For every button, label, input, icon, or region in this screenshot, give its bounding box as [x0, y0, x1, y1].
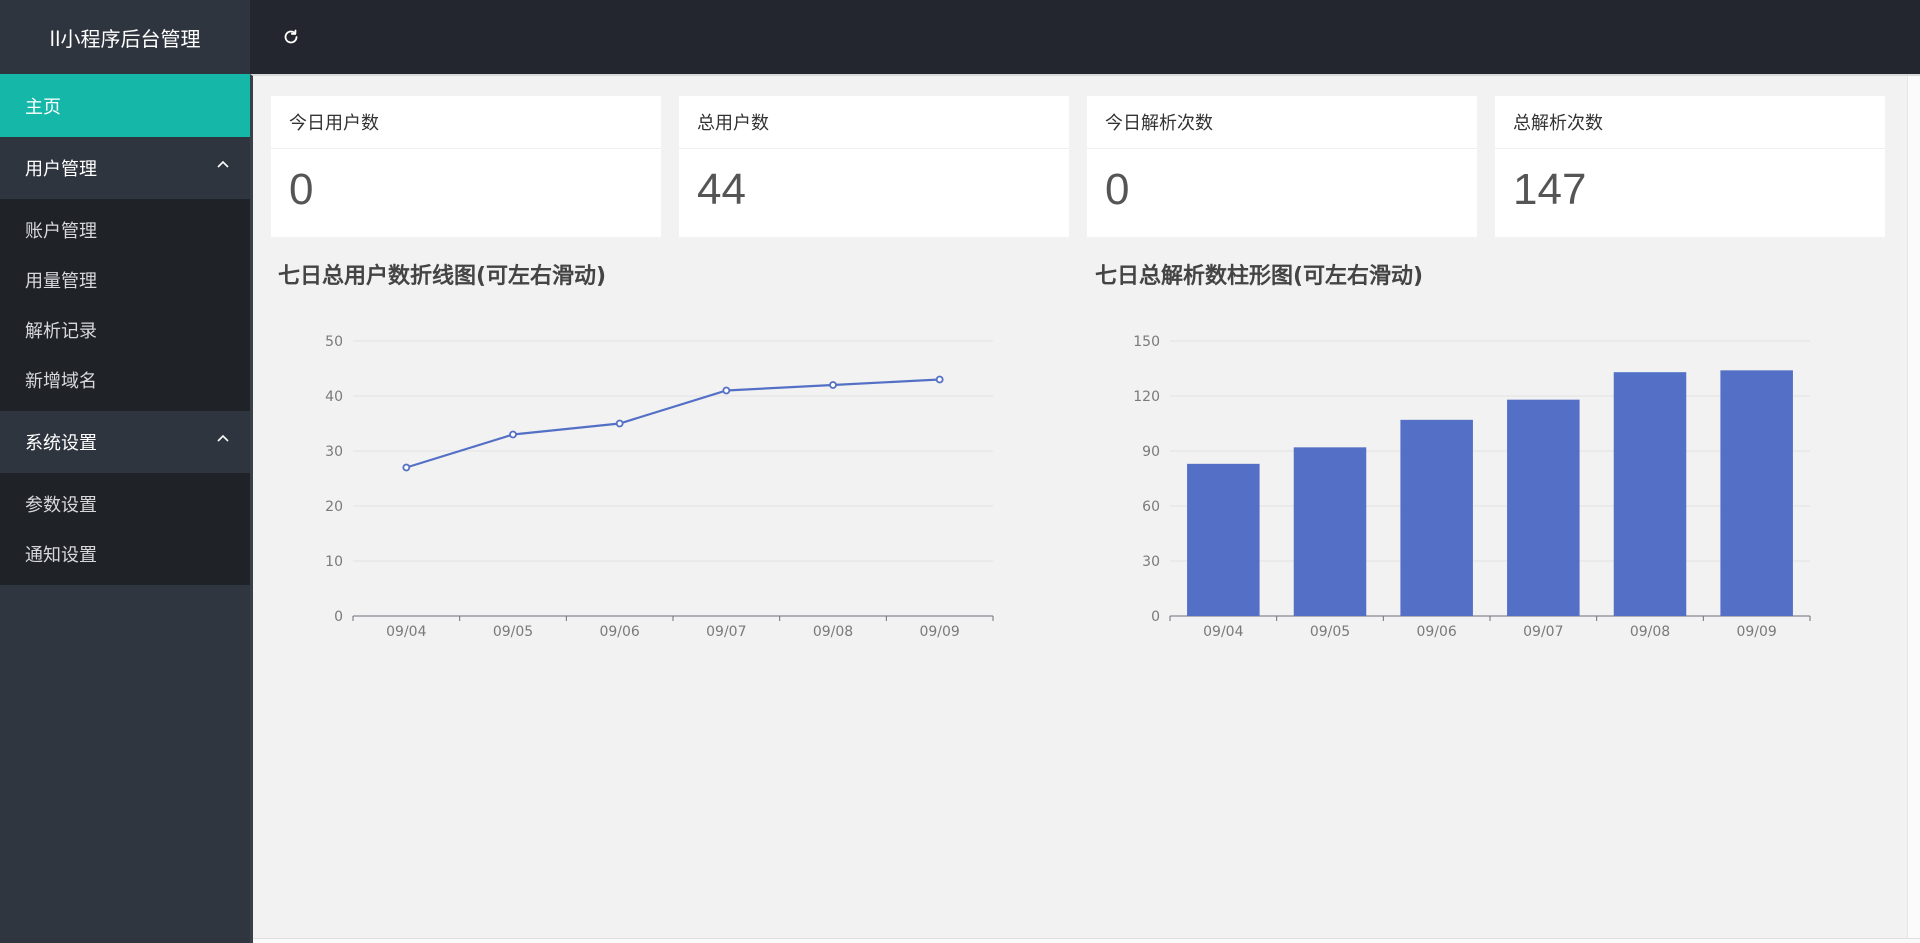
data-point	[722, 386, 731, 395]
nav-item-label: 用量管理	[25, 271, 97, 292]
nav-home-label: 主页	[25, 96, 61, 118]
bar	[1507, 399, 1580, 616]
nav-item-accounts[interactable]: 账户管理	[0, 205, 250, 255]
stat-label: 总用户数	[679, 96, 1069, 149]
stat-label: 今日解析次数	[1087, 96, 1477, 149]
y-tick-label: 10	[325, 554, 343, 570]
stat-value: 44	[697, 165, 746, 214]
data-point	[615, 419, 624, 428]
x-tick-label: 09/07	[1523, 624, 1563, 640]
stat-value: 0	[289, 165, 314, 214]
x-tick-label: 09/07	[706, 624, 746, 640]
y-tick-label: 0	[1151, 609, 1160, 625]
nav-item-parameters[interactable]: 参数设置	[0, 479, 250, 529]
stat-card-total-parses: 总解析次数 147	[1495, 96, 1885, 237]
data-point	[509, 430, 517, 439]
line-chart: 0 10 20 30 40 50 09/04 09/05 09/06 09/07 09/08 09/0…	[325, 334, 994, 640]
line-chart-title: 七日总用户数折线图(可左右滑动)	[278, 264, 607, 289]
y-tick-label: 30	[1142, 554, 1160, 570]
nav-group-system-settings[interactable]: 系统设置	[0, 411, 250, 473]
x-tick-label: 09/09	[1736, 624, 1776, 640]
bar	[1187, 463, 1260, 616]
y-tick-label: 0	[334, 609, 343, 625]
x-tick-label: 09/08	[813, 624, 853, 640]
stat-label: 总解析次数	[1495, 96, 1885, 149]
main-content: 今日用户数 0 总用户数 44 今日解析次数 0 总解析次数 147 七日总用户…	[250, 74, 1920, 943]
top-header: ll小程序后台管理	[0, 0, 1920, 74]
chevron-up-icon	[217, 160, 229, 168]
nav-group-user-management[interactable]: 用户管理	[0, 137, 250, 199]
y-tick-label: 60	[1142, 499, 1160, 515]
scrollbar[interactable]	[1907, 76, 1920, 938]
x-tick-label: 09/06	[1416, 624, 1456, 640]
data-point	[829, 381, 837, 389]
data-point	[935, 375, 944, 384]
nav-item-label: 账户管理	[25, 221, 97, 242]
x-tick-label: 09/09	[919, 624, 959, 640]
y-tick-label: 50	[325, 334, 343, 350]
y-tick-label: 120	[1133, 389, 1160, 405]
nav-group-label: 用户管理	[25, 159, 97, 180]
user-management-submenu: 账户管理 用量管理 解析记录 新增域名	[0, 199, 250, 411]
refresh-button[interactable]	[276, 22, 306, 52]
nav-item-label: 参数设置	[25, 495, 97, 516]
nav-group-label: 系统设置	[25, 433, 97, 454]
bar-chart: 0 30 60 90 120 150 09/04 09/05 09/06 09/07 09/08 09…	[1133, 334, 1811, 640]
x-tick-label: 09/05	[1310, 624, 1350, 640]
bar	[1400, 419, 1473, 616]
y-tick-label: 90	[1142, 444, 1160, 460]
nav-item-notifications[interactable]: 通知设置	[0, 529, 250, 579]
x-tick-label: 09/04	[1203, 624, 1243, 640]
stat-card-today-parses: 今日解析次数 0	[1087, 96, 1477, 237]
stat-label: 今日用户数	[271, 96, 661, 149]
system-settings-submenu: 参数设置 通知设置	[0, 473, 250, 585]
nav-item-label: 解析记录	[25, 321, 97, 342]
x-tick-label: 09/06	[599, 624, 639, 640]
brand-title: ll小程序后台管理	[0, 0, 250, 74]
nav-item-usage[interactable]: 用量管理	[0, 255, 250, 305]
stat-card-total-users: 总用户数 44	[679, 96, 1069, 237]
series-line	[406, 378, 940, 469]
stat-value: 147	[1513, 165, 1587, 214]
sidebar: 主页 用户管理 账户管理 用量管理 解析记录 新增域名 系统设置 参数设置 通知…	[0, 74, 250, 943]
nav-item-add-domain[interactable]: 新增域名	[0, 355, 250, 405]
nav-item-parse-records[interactable]: 解析记录	[0, 305, 250, 355]
stat-value: 0	[1105, 165, 1130, 214]
chevron-up-icon	[217, 434, 229, 442]
nav-item-label: 通知设置	[25, 545, 97, 566]
bar	[1720, 370, 1793, 616]
refresh-icon	[284, 29, 298, 44]
y-tick-label: 30	[325, 444, 343, 460]
bar	[1293, 447, 1367, 616]
nav-home[interactable]: 主页	[0, 74, 250, 137]
x-tick-label: 09/04	[386, 624, 426, 640]
bottom-strip	[253, 938, 1920, 943]
stat-card-today-users: 今日用户数 0	[271, 96, 661, 237]
bar	[1613, 372, 1687, 616]
y-tick-label: 40	[325, 389, 343, 405]
x-tick-label: 09/08	[1630, 624, 1670, 640]
data-point	[402, 463, 411, 472]
bar-chart-title: 七日总解析数柱形图(可左右滑动)	[1095, 264, 1424, 289]
y-tick-label: 20	[325, 499, 343, 515]
y-tick-label: 150	[1133, 334, 1160, 350]
x-tick-label: 09/05	[493, 624, 533, 640]
nav-item-label: 新增域名	[25, 371, 97, 392]
